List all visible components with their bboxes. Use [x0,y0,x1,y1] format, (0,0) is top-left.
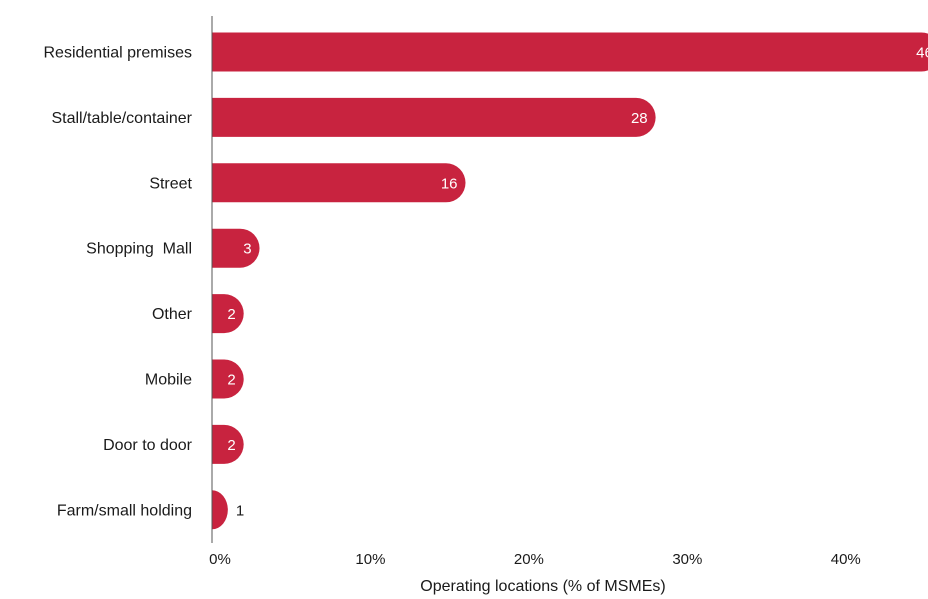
data-label-door-to-door: 2 [227,437,235,454]
bar-street [212,163,466,203]
x-axis-title: Operating locations (% of MSMEs) [420,578,665,595]
x-tick-10: 10% [355,551,385,568]
category-label-other: Other [152,306,193,323]
bar-stall-table-container [212,97,656,137]
x-tick-30: 30% [672,551,702,568]
bar-mobile [212,359,244,399]
x-tick-40: 40% [831,551,861,568]
bar-farm-small-holding [212,490,228,530]
category-label-street: Street [149,175,192,192]
data-label-mobile: 2 [227,372,235,389]
data-label-residential-premises: 46 [916,45,928,62]
bar-residential-premises [212,32,928,72]
data-labels: 46 28 16 3 2 2 2 1 [227,45,928,520]
data-label-stall-table-container: 28 [631,110,648,127]
data-label-farm-small-holding: 1 [236,502,244,519]
category-label-farm-small-holding: Farm/small holding [57,502,192,519]
bars-group [212,32,928,530]
bar-door-to-door [212,424,244,464]
x-tick-0: 0% [209,551,231,568]
bar-other [212,294,244,334]
category-labels: Residential premises Stall/table/containe… [43,45,192,520]
category-label-residential-premises: Residential premises [43,45,192,62]
x-tick-20: 20% [514,551,544,568]
category-label-shopping-mall: Shopping Mall [86,241,192,258]
category-label-door-to-door: Door to door [103,437,193,454]
data-label-shopping-mall: 3 [243,241,251,258]
data-label-other: 2 [227,306,235,323]
category-label-mobile: Mobile [145,372,192,389]
category-label-stall-table-container: Stall/table/container [51,110,192,127]
bar-shopping-mall [212,228,260,268]
data-label-street: 16 [441,175,458,192]
x-tick-labels: 0% 10% 20% 30% 40% [209,551,861,568]
